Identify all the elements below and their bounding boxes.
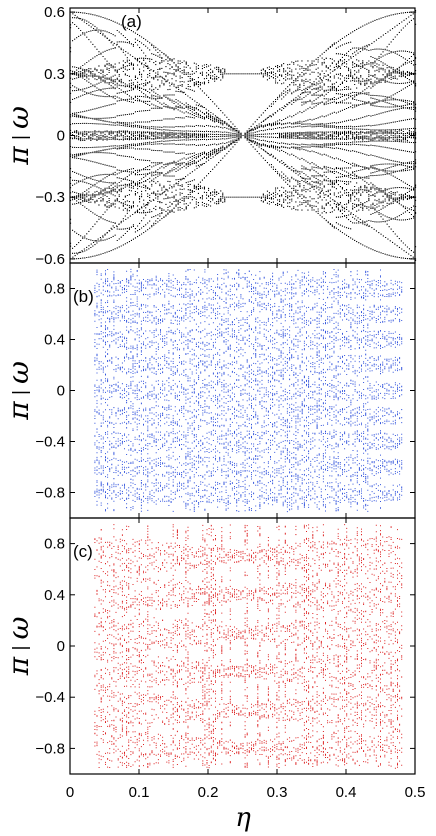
panel-c-label: (c) bbox=[73, 542, 93, 561]
y-tick-label: 0.4 bbox=[44, 332, 65, 349]
y-tick-label: −0.8 bbox=[35, 740, 65, 757]
y-tick-label: −0.8 bbox=[35, 485, 65, 502]
y-tick-label: −0.3 bbox=[35, 189, 65, 206]
ylabel-omega: ω bbox=[2, 361, 35, 384]
x-tick-label: 0 bbox=[66, 784, 74, 801]
x-tick-label: 0.1 bbox=[129, 784, 150, 801]
y-tick-label: 0.8 bbox=[44, 281, 65, 298]
ylabel-pi: π bbox=[2, 401, 35, 421]
banded-points bbox=[94, 268, 403, 513]
ylabel-pi: π bbox=[2, 656, 35, 676]
ylabel-omega: ω bbox=[2, 106, 35, 129]
panel-b-label: (b) bbox=[73, 287, 94, 306]
y-axis-label: ωπ bbox=[2, 361, 35, 421]
panel-a-label: (a) bbox=[121, 12, 142, 31]
x-tick-label: 0.2 bbox=[198, 784, 219, 801]
y-axis-label: ωπ bbox=[2, 106, 35, 166]
x-axis-label: η bbox=[235, 803, 251, 833]
y-tick-label: 0.6 bbox=[44, 4, 65, 21]
y-tick-label: −0.6 bbox=[35, 251, 65, 268]
y-tick-label: −0.4 bbox=[35, 689, 65, 706]
panel-c: −0.8 −0.4 0 0.4 0.8 (c) bbox=[35, 517, 416, 775]
y-tick-label: 0 bbox=[57, 638, 65, 655]
y-axis-label: ωπ bbox=[2, 616, 35, 676]
panel-b-data-points bbox=[94, 268, 403, 513]
banded-points bbox=[94, 524, 403, 769]
x-tick-label: 0.3 bbox=[267, 784, 288, 801]
y-tick-label: 0.4 bbox=[44, 587, 65, 604]
x-tick-label: 0.5 bbox=[405, 784, 426, 801]
panel-c-data-points bbox=[94, 524, 403, 769]
y-tick-label: 0.3 bbox=[44, 66, 65, 83]
y-tick-label: 0 bbox=[57, 128, 65, 145]
x-axis-ticks: 0 0.1 0.2 0.3 0.4 0.5 bbox=[66, 8, 426, 801]
y-tick-label: −0.4 bbox=[35, 434, 65, 451]
panel-a-y-ticks: −0.6 −0.3 0 0.3 0.6 bbox=[35, 4, 415, 268]
y-tick-label: 0 bbox=[57, 383, 65, 400]
panel-b-y-ticks: −0.8 −0.4 0 0.4 0.8 bbox=[35, 281, 415, 502]
panel-c-y-ticks: −0.8 −0.4 0 0.4 0.8 bbox=[35, 536, 415, 757]
ylabel-pi: π bbox=[2, 146, 35, 166]
x-tick-label: 0.4 bbox=[336, 784, 357, 801]
panel-a: −0.6 −0.3 0 0.3 0.6 (a) bbox=[35, 4, 417, 268]
y-tick-label: 0.8 bbox=[44, 536, 65, 553]
ylabel-omega: ω bbox=[2, 616, 35, 639]
